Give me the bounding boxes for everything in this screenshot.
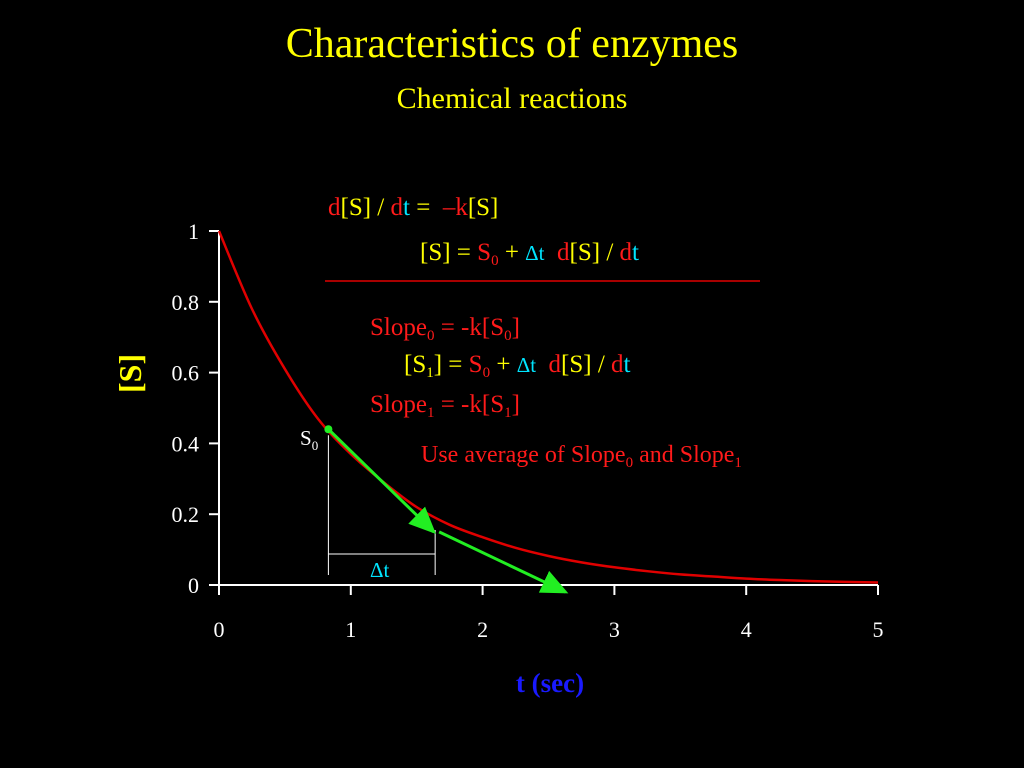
x-tick-label: 3: [609, 617, 620, 642]
s1-equation: [S1] = S0 + Δt d[S] / dt: [404, 351, 631, 381]
y-tick-label: 1: [188, 219, 199, 244]
x-tick-label: 1: [345, 617, 356, 642]
x-tick-label: 0: [214, 617, 225, 642]
average-slope-note: Use average of Slope0 and Slope1: [421, 442, 742, 471]
rate-equation: d[S] / dt = –k[S]: [328, 194, 499, 221]
tangent-arrow-1: [438, 530, 569, 594]
chart-annotations: [324, 425, 569, 594]
slope1-equation: Slope1 = -k[S1]: [370, 391, 520, 421]
update-equation: [S] = S0 + Δt d[S] / dt: [420, 239, 639, 269]
s0-point: [324, 425, 333, 434]
x-tick-label: 2: [477, 617, 488, 642]
chart-axes: [218, 231, 878, 586]
slide-title: Characteristics of enzymes: [285, 21, 739, 67]
s0-label: S0: [300, 426, 319, 453]
delta-t-label: Δt: [370, 558, 390, 582]
chart-ticks: 0 1 2 3 4 5 0 0.2 0.4 0.6 0.8 1: [172, 219, 884, 642]
concentration-curve: [217, 230, 879, 584]
x-axis-label: t (sec): [515, 668, 585, 698]
y-tick-label: 0.4: [172, 431, 200, 456]
y-tick-label: 0: [188, 573, 199, 598]
y-tick-label: 0.8: [172, 290, 200, 315]
x-tick-label: 5: [873, 617, 884, 642]
x-tick-label: 4: [741, 617, 752, 642]
tangent-arrow-0: [327, 428, 436, 534]
slope0-equation: Slope0 = -k[S0]: [370, 314, 520, 344]
y-tick-label: 0.6: [172, 361, 200, 386]
y-tick-label: 0.2: [172, 502, 200, 527]
y-axis-label: [S]: [112, 353, 148, 393]
slide-subtitle: Chemical reactions: [396, 82, 628, 115]
